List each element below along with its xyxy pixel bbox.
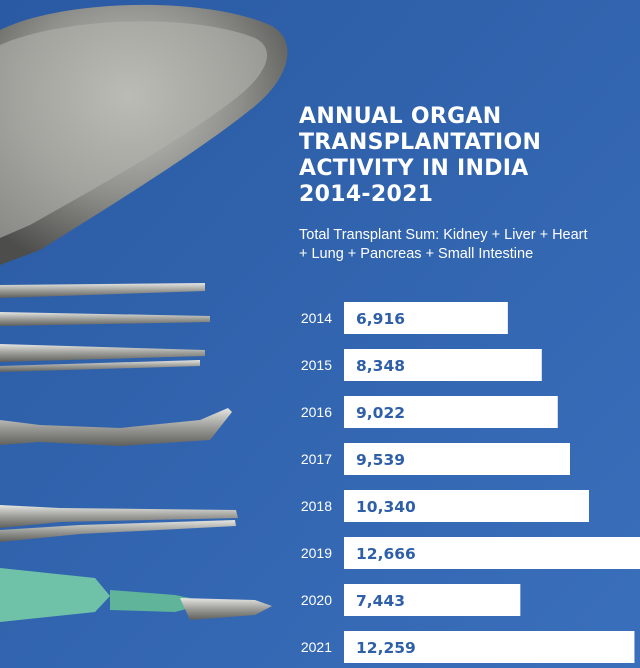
value-label-2014: 6,916	[356, 310, 405, 328]
year-label-2014: 2014	[301, 310, 332, 326]
bar-2017	[344, 443, 571, 475]
bar-2019	[344, 537, 640, 569]
year-label-2021: 2021	[301, 639, 332, 655]
chart-subtitle: Total Transplant Sum: Kidney + Liver + H…	[299, 227, 588, 262]
value-label-2020: 7,443	[356, 592, 405, 610]
title-line-1: ANNUAL ORGAN	[299, 104, 502, 129]
bar-2015	[344, 349, 542, 381]
curved-clamp-image	[0, 408, 232, 446]
bar-2016	[344, 396, 558, 428]
year-label-2020: 2020	[301, 592, 332, 608]
year-label-2018: 2018	[301, 498, 332, 514]
value-label-2018: 10,340	[356, 498, 416, 516]
year-label-2016: 2016	[301, 404, 332, 420]
bar-2014	[344, 302, 508, 334]
title-line-3: ACTIVITY IN INDIA	[299, 156, 529, 181]
year-label-2017: 2017	[301, 451, 332, 467]
chart-title: ANNUAL ORGAN TRANSPLANTATION ACTIVITY IN…	[299, 104, 619, 208]
title-line-4: 2014-2021	[299, 182, 434, 207]
hemostat-image	[0, 505, 238, 542]
value-label-2015: 8,348	[356, 357, 405, 375]
bar-2020	[344, 584, 521, 616]
kidney-bowl-image	[0, 4, 288, 266]
value-label-2017: 9,539	[356, 451, 405, 469]
year-label-2019: 2019	[301, 545, 332, 561]
value-label-2016: 9,022	[356, 404, 405, 422]
value-label-2019: 12,666	[356, 545, 416, 563]
forceps-image	[0, 283, 210, 372]
value-label-2021: 12,259	[356, 639, 416, 657]
bar-2018	[344, 490, 589, 522]
scalpel-image	[0, 568, 272, 622]
year-label-2015: 2015	[301, 357, 332, 373]
title-line-2: TRANSPLANTATION	[299, 130, 542, 155]
bar-2021	[344, 631, 635, 663]
